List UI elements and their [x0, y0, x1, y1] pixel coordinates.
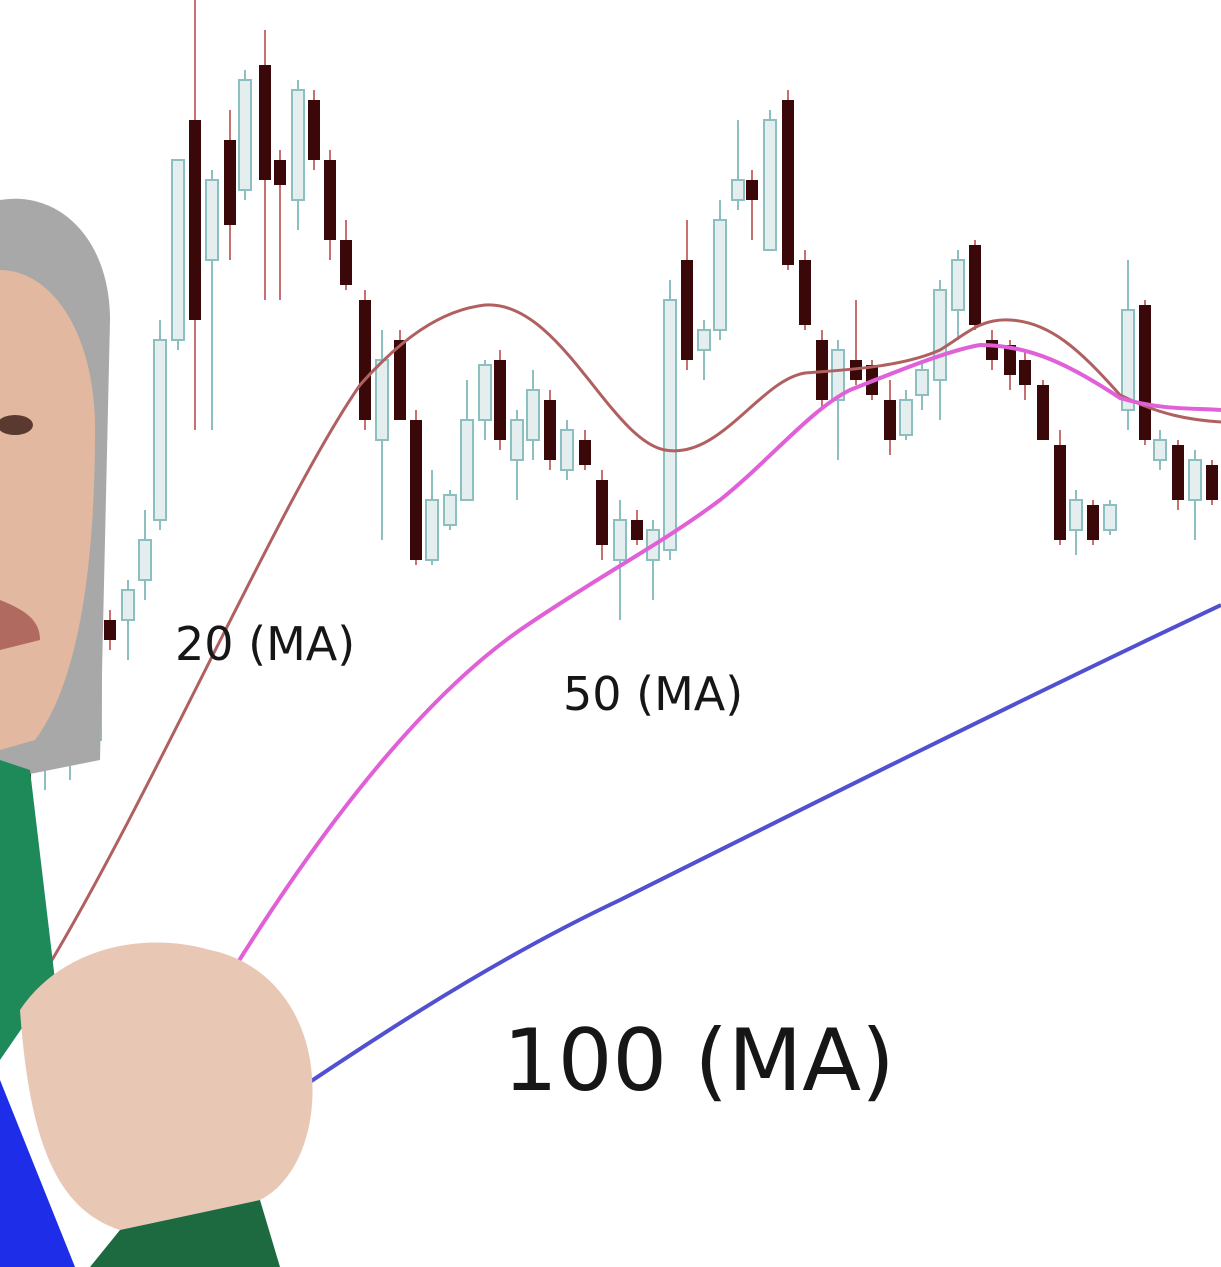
candle-body: [308, 100, 320, 160]
candle-body: [613, 519, 627, 561]
candle-body: [410, 420, 422, 560]
candle-body: [359, 300, 371, 420]
candle-body: [1188, 459, 1202, 501]
ma-50-line: [228, 342, 1221, 977]
candle-body: [1037, 385, 1049, 440]
candle-body: [478, 364, 492, 421]
candle-body: [915, 369, 929, 396]
candle-body: [1172, 445, 1184, 500]
candle-body: [1206, 465, 1218, 500]
ma-100-label: 100 (MA): [503, 1011, 895, 1111]
candle-body: [1153, 439, 1167, 461]
candle-body: [713, 219, 727, 331]
candle-body: [884, 400, 896, 440]
candle-body: [1054, 445, 1066, 540]
candle-body: [933, 289, 947, 381]
person: [0, 198, 313, 1267]
candle-body: [663, 299, 677, 551]
candle-body: [697, 329, 711, 351]
candle-body: [205, 179, 219, 261]
hands: [20, 942, 313, 1230]
candle-body: [681, 260, 693, 360]
candle-body: [544, 400, 556, 460]
candle-body: [526, 389, 540, 441]
candle-body: [138, 539, 152, 581]
candle-body: [596, 480, 608, 545]
candle-body: [274, 160, 286, 185]
candle-body: [291, 89, 305, 201]
candle-body: [324, 160, 336, 240]
sleeve: [90, 1200, 280, 1267]
candle-body: [340, 240, 352, 285]
candle-body: [460, 419, 474, 501]
mouth: [0, 600, 40, 650]
candle-body: [782, 100, 794, 265]
candle-body: [189, 120, 201, 320]
candle-body: [510, 419, 524, 461]
ma-20-line: [38, 303, 1221, 981]
eye: [0, 415, 33, 435]
candle-body: [831, 349, 845, 401]
candle-body: [494, 360, 506, 440]
candle-body: [799, 260, 811, 325]
candle-body: [375, 359, 389, 441]
candle-body: [1004, 345, 1016, 375]
candle-body: [171, 159, 185, 341]
candle-body: [443, 494, 457, 526]
candle-body: [1139, 305, 1151, 440]
candle-body: [238, 79, 252, 191]
candle-body: [731, 179, 745, 201]
candle-body: [1087, 505, 1099, 540]
candle-body: [579, 440, 591, 465]
candle-body: [259, 65, 271, 180]
candle-body: [1103, 504, 1117, 531]
candle-body: [104, 620, 116, 640]
candle-body: [969, 245, 981, 325]
candle-body: [1069, 499, 1083, 531]
candle-body: [425, 499, 439, 561]
candle-body: [899, 399, 913, 436]
ma-50-label: 50 (MA): [563, 667, 743, 721]
candle-body: [1019, 360, 1031, 385]
blue-shape: [0, 1080, 75, 1267]
candle-body: [560, 429, 574, 471]
ma-20-label: 20 (MA): [175, 617, 355, 671]
candle-body: [763, 119, 777, 251]
candle-body: [394, 340, 406, 420]
candle-body: [816, 340, 828, 400]
candle-body: [746, 180, 758, 200]
shirt: [0, 760, 55, 1060]
candle-body: [951, 259, 965, 311]
candle-body: [121, 589, 135, 621]
candle-body: [224, 140, 236, 225]
candle-body: [153, 339, 167, 521]
candle-body: [986, 340, 998, 360]
candle-body: [1121, 309, 1135, 411]
candle-body: [631, 520, 643, 540]
